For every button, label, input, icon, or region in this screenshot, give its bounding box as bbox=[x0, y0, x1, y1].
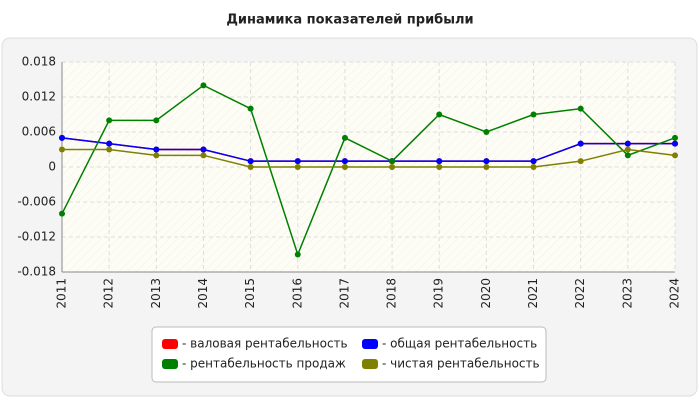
y-tick-label: 0.006 bbox=[22, 125, 56, 139]
y-tick-label: -0.018 bbox=[17, 265, 56, 279]
point bbox=[341, 134, 348, 141]
point bbox=[436, 111, 443, 118]
legend-label: - общая рентабельность bbox=[382, 337, 537, 351]
y-tick-label: -0.012 bbox=[17, 230, 56, 244]
point bbox=[483, 129, 490, 135]
point bbox=[577, 140, 584, 147]
point bbox=[530, 164, 537, 170]
point bbox=[577, 158, 584, 165]
point bbox=[577, 105, 584, 112]
x-tick-label: 2022 bbox=[573, 278, 587, 309]
point bbox=[106, 117, 113, 124]
point bbox=[483, 158, 490, 165]
x-tick-label: 2013 bbox=[149, 278, 163, 309]
point bbox=[247, 158, 254, 165]
point bbox=[389, 158, 396, 165]
x-tick-label: 2019 bbox=[432, 278, 446, 309]
point bbox=[106, 140, 113, 147]
point bbox=[672, 152, 678, 159]
point bbox=[672, 134, 678, 141]
point bbox=[436, 158, 443, 165]
legend-label: - валовая рентабельность bbox=[182, 337, 348, 351]
y-tick-label: -0.006 bbox=[17, 195, 56, 209]
point bbox=[294, 251, 301, 258]
point bbox=[59, 210, 65, 217]
series-line bbox=[61, 84, 676, 257]
point bbox=[59, 146, 65, 153]
legend bbox=[151, 326, 547, 383]
x-tick-label: 2021 bbox=[526, 278, 540, 309]
x-tick-label: 2015 bbox=[243, 278, 257, 309]
point bbox=[106, 146, 113, 153]
x-tick-label: 2020 bbox=[479, 278, 493, 309]
point bbox=[624, 146, 631, 153]
point bbox=[672, 140, 678, 147]
legend-label: - рентабельность продаж bbox=[182, 357, 346, 371]
legend-label: - чистая рентабельность bbox=[382, 357, 540, 371]
x-tick-label: 2016 bbox=[290, 278, 304, 309]
point bbox=[294, 164, 301, 170]
x-tick-label: 2017 bbox=[337, 278, 351, 309]
point bbox=[247, 105, 254, 112]
point bbox=[341, 164, 348, 170]
point bbox=[200, 152, 207, 159]
point bbox=[624, 140, 631, 147]
point bbox=[341, 158, 348, 165]
chart-title: Динамика показателей прибыли bbox=[226, 13, 473, 28]
point bbox=[294, 158, 301, 165]
x-tick-label: 2023 bbox=[620, 278, 634, 309]
legend-swatch bbox=[362, 359, 378, 369]
point bbox=[153, 117, 160, 124]
point bbox=[436, 164, 443, 170]
series-line bbox=[61, 137, 675, 162]
x-tick-label: 2012 bbox=[102, 278, 116, 309]
y-tick-label: 0 bbox=[48, 160, 56, 174]
series-line bbox=[62, 148, 676, 168]
x-tick-label: 2018 bbox=[385, 278, 399, 309]
point bbox=[59, 134, 65, 141]
x-tick-label: 2024 bbox=[668, 278, 682, 309]
point bbox=[389, 164, 396, 170]
point bbox=[153, 146, 160, 153]
y-tick-label: 0.012 bbox=[22, 90, 56, 104]
y-tick-label: 0.018 bbox=[22, 55, 56, 69]
point bbox=[483, 164, 490, 170]
point bbox=[624, 152, 631, 159]
point bbox=[247, 164, 254, 170]
point bbox=[530, 111, 537, 118]
point bbox=[200, 146, 207, 153]
legend-swatch bbox=[362, 339, 378, 349]
legend-swatch bbox=[162, 359, 178, 369]
legend-swatch bbox=[162, 339, 178, 349]
point bbox=[530, 158, 537, 165]
x-tick-label: 2014 bbox=[196, 278, 210, 309]
point bbox=[200, 82, 207, 89]
x-tick-label: 2011 bbox=[55, 278, 69, 309]
point bbox=[153, 152, 160, 159]
